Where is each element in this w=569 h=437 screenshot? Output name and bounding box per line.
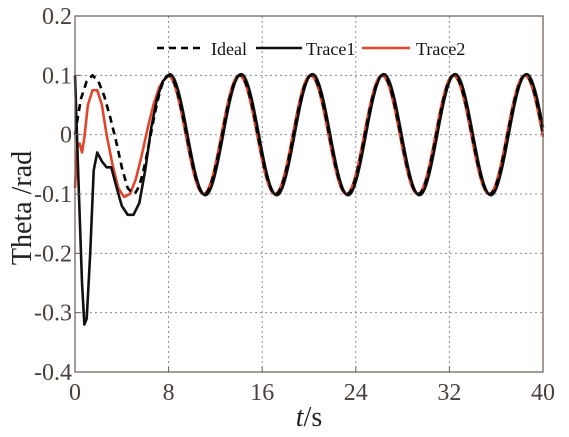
y-tick-label: -0.2 [34,241,72,267]
y-tick-label: -0.1 [34,182,72,208]
y-tick-label: -0.3 [34,301,72,327]
legend-label-ideal: Ideal [211,39,247,59]
grid [75,16,543,372]
legend-label-trace1: Trace1 [306,39,355,59]
x-tick-label: 8 [163,380,175,406]
x-tick-label: 16 [250,380,274,406]
x-axis-title: t/s [296,402,322,433]
series-line-ideal [73,74,545,196]
y-axis-title: Theta /rad [7,151,38,265]
x-tick-label: 0 [69,380,81,406]
series-lines [73,72,545,326]
x-axis-title-var: t [296,402,305,433]
x-tick-label: 32 [437,380,461,406]
x-tick-label: 40 [531,380,555,406]
y-tick-label: 0.1 [42,63,72,89]
y-tick-label: -0.4 [34,360,72,386]
x-axis-title-unit: /s [304,402,323,433]
legend: Ideal Trace1 Trace2 [157,39,465,59]
y-tick-label: 0 [60,123,72,149]
y-tick-label: 0.2 [42,4,72,30]
ticks: 0 8 16 24 32 40 0.2 0.1 0 -0.1 -0.2 -0.3 -0.4 [34,4,555,406]
legend-label-trace2: Trace2 [416,39,465,59]
x-tick-label: 24 [344,380,368,406]
